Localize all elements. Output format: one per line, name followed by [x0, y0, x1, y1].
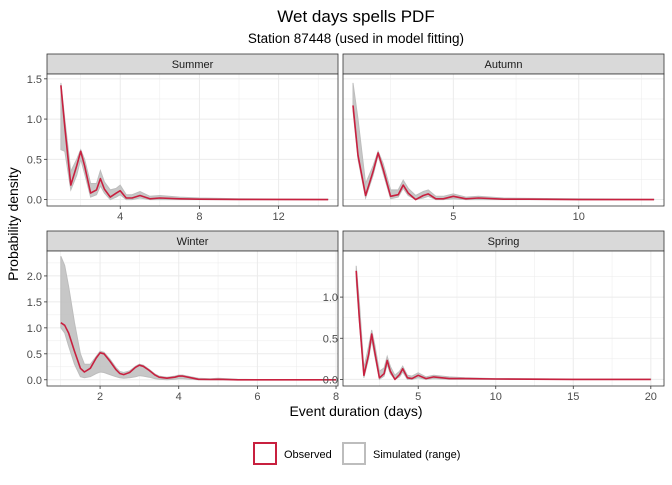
- series-observed-winter: [60, 322, 336, 381]
- x-axis-label: Event duration (days): [289, 403, 422, 419]
- panel-winter: Winter 2 4 6 8 0.0 0.5 1.0 1.5 2.0: [27, 230, 339, 403]
- y-tick-label: 0.5: [323, 333, 338, 345]
- panel-spring: Spring 5 10 15 20 0.0 0.5 1.0: [323, 230, 665, 403]
- y-tick-label: 1.5: [27, 74, 42, 86]
- x-tick-label: 15: [567, 391, 579, 403]
- plot-area-autumn: [343, 74, 664, 206]
- x-tick-label: 2: [97, 391, 103, 403]
- strip-label-summer: Summer: [172, 59, 214, 71]
- series-observed-spring: [355, 270, 651, 381]
- x-tick-label: 12: [272, 211, 284, 223]
- x-tick-label: 4: [117, 211, 123, 223]
- x-tick-label: 20: [645, 391, 657, 403]
- y-tick-label: 0.0: [323, 374, 338, 386]
- chart-title: Wet days spells PDF: [277, 7, 434, 26]
- y-tick-label: 1.0: [323, 292, 338, 304]
- panel-border-spring: [342, 250, 665, 387]
- y-tick-label: 1.5: [27, 297, 42, 309]
- strip-label-winter: Winter: [177, 236, 209, 248]
- y-tick-label: 0.5: [27, 349, 42, 361]
- panel-border-summer: [46, 73, 339, 207]
- x-tick-label: 10: [490, 391, 502, 403]
- y-tick-label: 0.0: [27, 195, 42, 207]
- series-observed-summer: [60, 85, 329, 201]
- legend: Observed Simulated (range): [253, 442, 460, 465]
- strip-label-autumn: Autumn: [485, 59, 523, 71]
- x-tick-label: 10: [573, 211, 585, 223]
- x-tick-label: 8: [333, 391, 339, 403]
- y-tick-label: 0.0: [27, 375, 42, 387]
- y-tick-label: 0.5: [27, 154, 42, 166]
- y-axis-label: Probability density: [5, 167, 21, 281]
- legend-label-observed: Observed: [284, 449, 332, 461]
- panel-autumn: Autumn 5 10: [342, 53, 665, 223]
- y-tick-label: 1.0: [27, 323, 42, 335]
- chart-subtitle: Station 87448 (used in model fitting): [248, 31, 464, 46]
- panel-border-winter: [46, 250, 339, 387]
- x-tick-label: 6: [254, 391, 260, 403]
- panel-summer: Summer 4 8 12 0.0 0.5 1.0 1.5: [27, 53, 339, 223]
- x-tick-label: 5: [415, 391, 421, 403]
- x-tick-label: 4: [176, 391, 182, 403]
- panels-layer: Summer 4 8 12 0.0 0.5 1.0 1.5 Autumn 5 10 Winter 2 4 6…: [27, 53, 665, 403]
- series-observed-autumn: [352, 105, 654, 201]
- legend-label-simulated: Simulated (range): [373, 449, 460, 461]
- legend-key-observed: [253, 442, 277, 465]
- y-tick-label: 2.0: [27, 271, 42, 283]
- y-tick-label: 1.0: [27, 114, 42, 126]
- plot-area-spring: [343, 251, 664, 386]
- legend-key-simulated: [342, 442, 366, 465]
- x-tick-label: 5: [450, 211, 456, 223]
- x-tick-label: 8: [196, 211, 202, 223]
- panel-border-autumn: [342, 73, 665, 207]
- strip-label-spring: Spring: [488, 236, 520, 248]
